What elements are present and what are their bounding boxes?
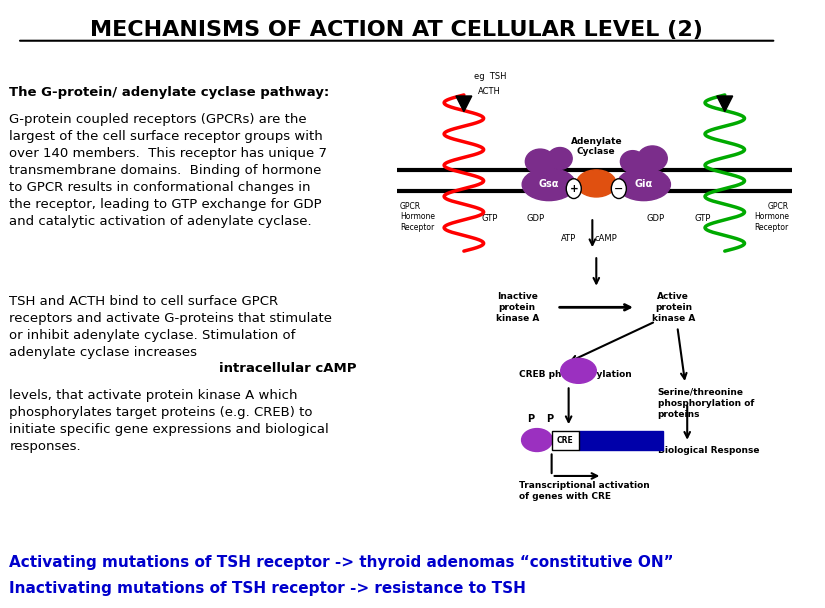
Text: The G-protein/ adenylate cyclase pathway:: The G-protein/ adenylate cyclase pathway… <box>9 86 329 99</box>
Text: MECHANISMS OF ACTION AT CELLULAR LEVEL (2): MECHANISMS OF ACTION AT CELLULAR LEVEL (… <box>90 19 703 40</box>
Text: intracellular cAMP: intracellular cAMP <box>219 362 356 375</box>
Text: G-protein coupled receptors (GPCRs) are the
largest of the cell surface receptor: G-protein coupled receptors (GPCRs) are … <box>9 113 328 229</box>
Text: Inactivating mutations of TSH receptor -> resistance to TSH: Inactivating mutations of TSH receptor -… <box>9 581 526 596</box>
Text: levels, that activate protein kinase A which
phosphorylates target proteins (e.g: levels, that activate protein kinase A w… <box>9 371 329 453</box>
Text: Activating mutations of TSH receptor -> thyroid adenomas “constitutive ON”: Activating mutations of TSH receptor -> … <box>9 555 674 570</box>
Text: TSH and ACTH bind to cell surface GPCR
receptors and activate G-proteins that st: TSH and ACTH bind to cell surface GPCR r… <box>9 295 332 359</box>
